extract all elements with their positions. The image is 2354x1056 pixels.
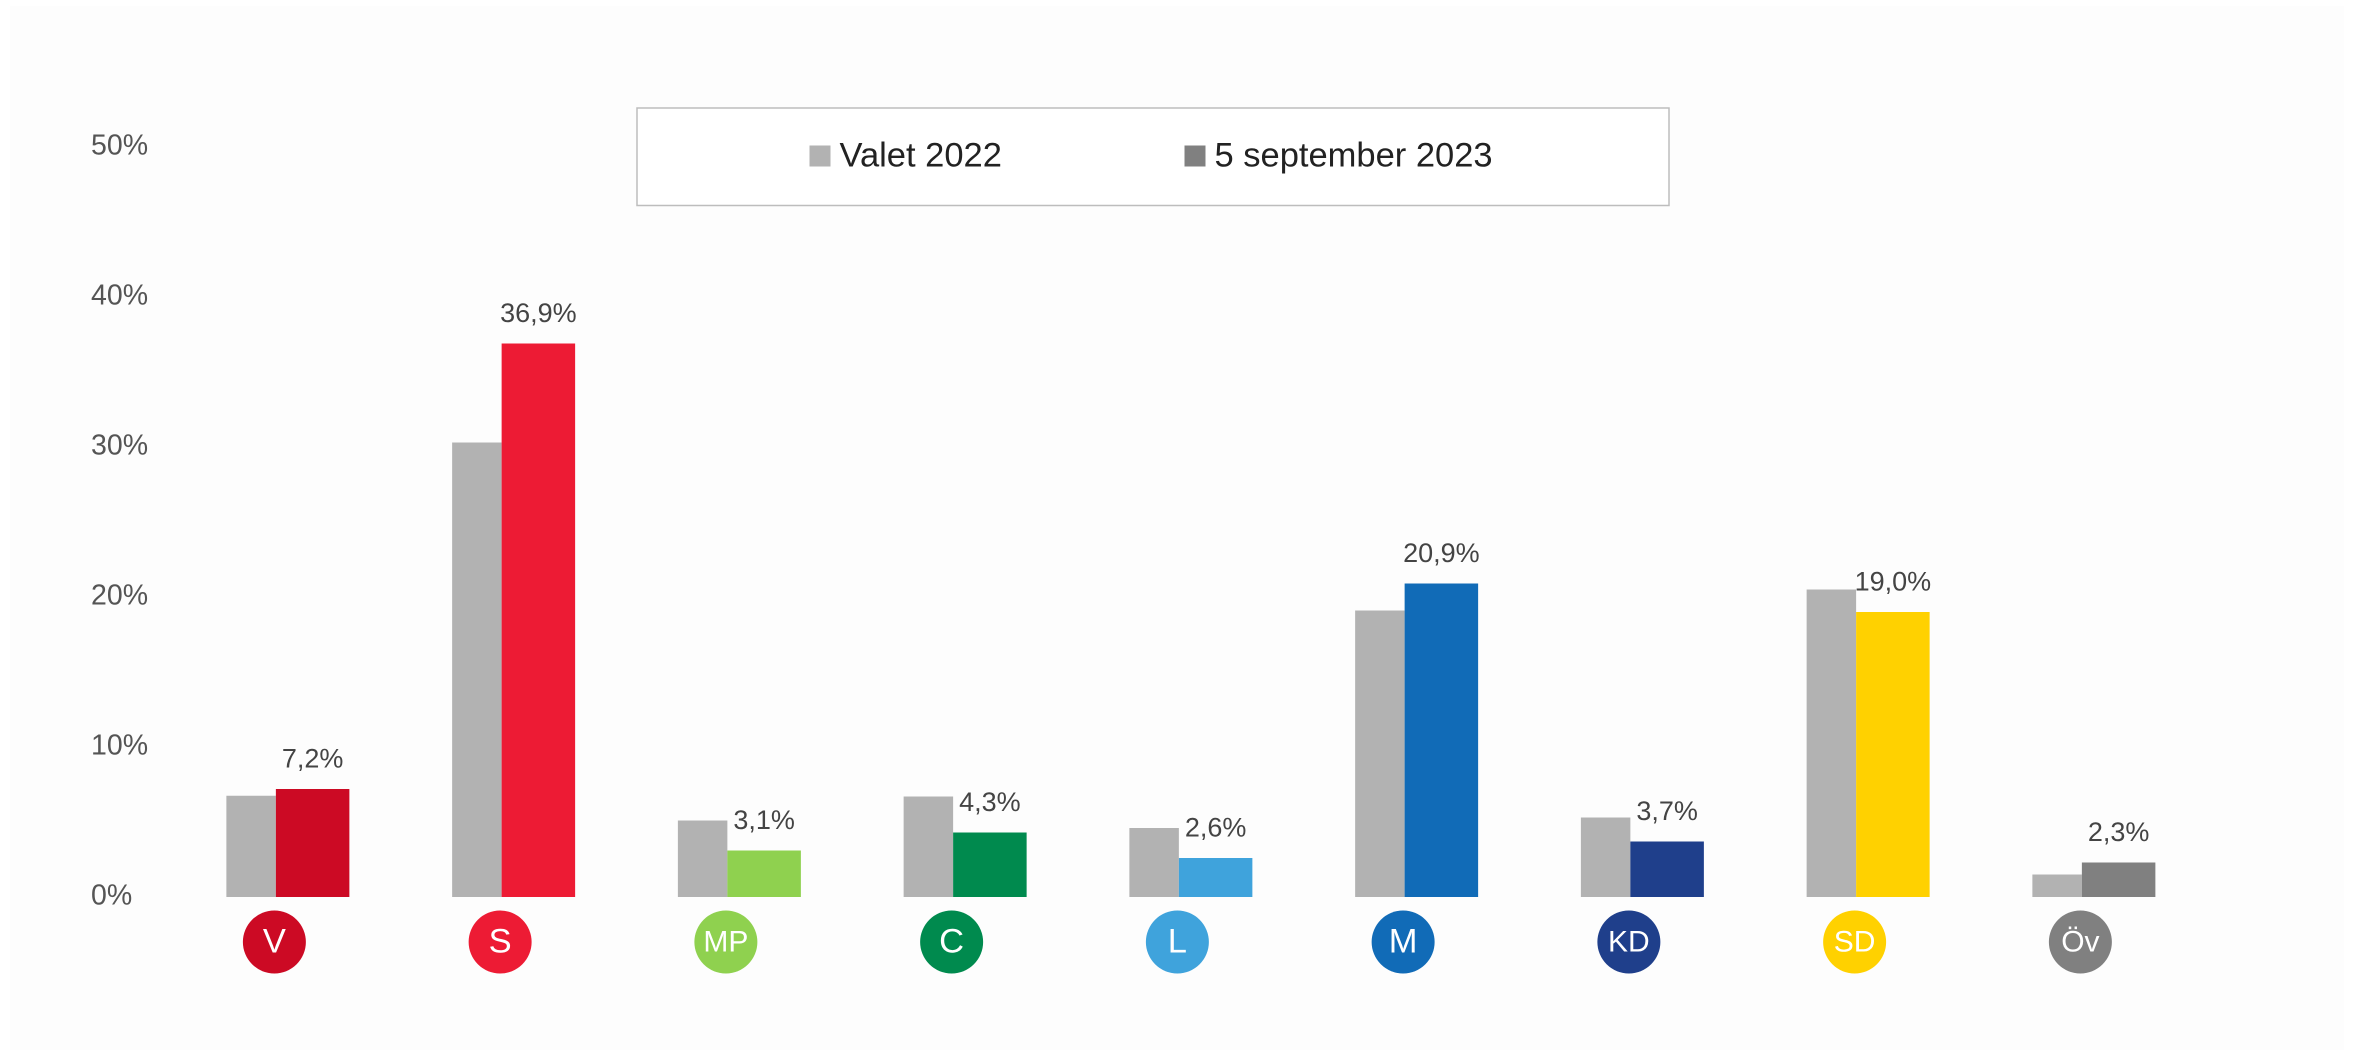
value-label: 4,3%: [959, 787, 1021, 817]
bar: [1580, 817, 1631, 897]
legend-swatch: [1184, 145, 1206, 167]
bar: [727, 850, 801, 897]
bar: [226, 795, 276, 897]
legend-swatch: [809, 145, 831, 167]
bar: [1856, 612, 1930, 897]
x-tick-label: Öv: [2061, 925, 2099, 958]
category-badge: [1145, 910, 1209, 974]
category-badge: [920, 910, 984, 974]
x-tick-label: C: [939, 923, 964, 961]
category-badge: [1823, 910, 1887, 974]
bar: [1355, 610, 1405, 897]
category-badge: [242, 910, 306, 974]
y-tick-label: 50%: [91, 130, 148, 162]
category-badge: [1597, 910, 1661, 974]
legend-label: 5 september 2023: [1215, 137, 1493, 175]
category-badge: [2048, 910, 2112, 974]
bar: [903, 796, 954, 897]
bar: [953, 832, 1027, 897]
x-tick-label: L: [1168, 923, 1187, 961]
x-tick-label: S: [489, 923, 512, 961]
bar: [501, 343, 576, 897]
x-tick-label: M: [1389, 923, 1418, 961]
bar: [1129, 828, 1179, 897]
value-label: 3,7%: [1636, 796, 1698, 826]
y-tick-label: 20%: [91, 580, 148, 612]
bar: [1178, 858, 1253, 897]
bar: [275, 789, 350, 897]
y-tick-label: 30%: [91, 430, 148, 462]
x-tick-label: KD: [1608, 925, 1650, 958]
category-badge: [468, 910, 532, 974]
legend-label: Valet 2022: [840, 137, 1002, 175]
legend-box: [636, 107, 1670, 207]
category-badge: [1371, 910, 1435, 974]
bar: [1806, 589, 1857, 897]
value-label: 2,6%: [1185, 813, 1247, 843]
value-label: 7,2%: [282, 744, 344, 774]
bar: [1630, 841, 1704, 897]
value-label: 19,0%: [1855, 567, 1932, 597]
bar: [452, 442, 502, 897]
value-label: 3,1%: [733, 805, 795, 835]
value-label: 36,9%: [500, 298, 577, 328]
bar: [1404, 583, 1479, 897]
category-badge: [694, 910, 758, 974]
x-tick-label: V: [263, 923, 286, 961]
bar: [2032, 874, 2082, 897]
value-label: 2,3%: [2088, 817, 2150, 847]
y-tick-label: 0%: [91, 880, 132, 912]
x-tick-label: MP: [703, 925, 748, 958]
y-tick-label: 10%: [91, 730, 148, 762]
bar: [677, 820, 728, 897]
x-tick-label: SD: [1834, 925, 1876, 958]
bar: [2081, 862, 2156, 897]
value-label: 20,9%: [1403, 538, 1480, 568]
y-tick-label: 40%: [91, 280, 148, 312]
